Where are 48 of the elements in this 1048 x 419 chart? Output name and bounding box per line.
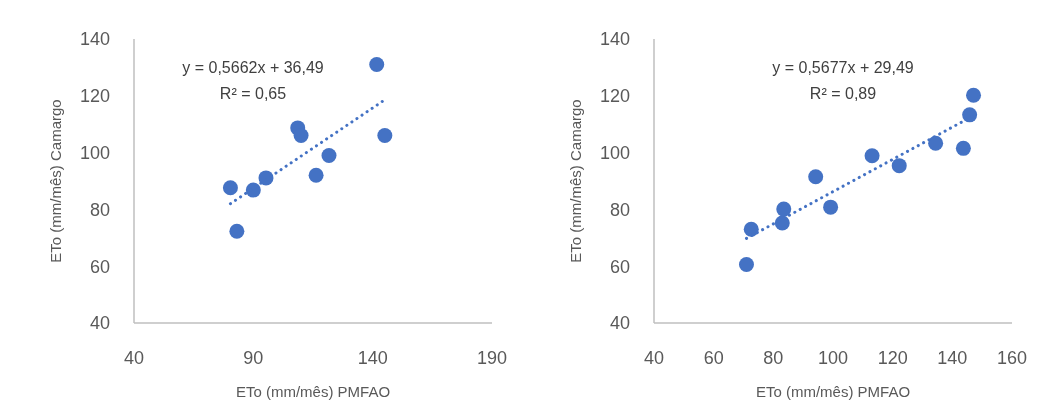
x-axis-title: ETo (mm/mês) PMFAO xyxy=(755,383,911,400)
x-tick-label: 140 xyxy=(357,347,388,368)
x-tick-label: 40 xyxy=(123,347,145,368)
y-axis-title: ETo (mm/mês) Camargo xyxy=(567,99,585,263)
y-tick-label: 140 xyxy=(599,29,630,50)
x-tick-label: 120 xyxy=(877,347,908,368)
y-tick-label: 120 xyxy=(599,86,630,107)
point xyxy=(808,169,824,185)
y-tick-label: 40 xyxy=(89,313,110,334)
point xyxy=(321,147,337,163)
x-tick-label: 60 xyxy=(703,347,724,368)
y-axis-title: ETo (mm/mês) Camargo xyxy=(47,99,65,263)
y-tick-label: 140 xyxy=(79,29,110,50)
point xyxy=(369,57,385,73)
y-tick-label: 100 xyxy=(599,142,630,163)
x-tick-label: 140 xyxy=(937,347,968,368)
point xyxy=(928,135,944,151)
y-tick-label: 60 xyxy=(89,256,110,277)
point xyxy=(308,167,324,183)
y-tick-label: 100 xyxy=(79,142,110,163)
point xyxy=(738,257,754,272)
point xyxy=(955,140,971,156)
point xyxy=(293,128,309,144)
point xyxy=(229,223,245,239)
y-tick-label: 80 xyxy=(89,199,110,220)
point xyxy=(823,199,839,215)
point xyxy=(743,221,759,237)
point xyxy=(776,201,792,217)
y-tick-label: 80 xyxy=(609,199,630,220)
annotation: R² = 0,89 xyxy=(808,84,878,104)
y-tick-label: 120 xyxy=(79,86,110,107)
x-tick-label: 80 xyxy=(763,347,784,368)
x-tick-label: 160 xyxy=(996,347,1028,368)
annotation: y = 0,5662x + 36,49 xyxy=(181,58,325,78)
x-axis-title: ETo (mm/mês) PMFAO xyxy=(235,383,391,400)
x-tick-label: 190 xyxy=(476,347,508,368)
annotation: R² = 0,65 xyxy=(219,85,287,102)
point xyxy=(377,128,393,144)
point xyxy=(891,158,907,174)
y-tick-label: 40 xyxy=(609,313,630,334)
y-tick-label: 60 xyxy=(609,256,630,277)
point xyxy=(864,148,880,164)
x-tick-label: 40 xyxy=(643,347,665,368)
point xyxy=(222,180,238,196)
point xyxy=(966,87,982,103)
annotation: y = 0,5677x + 29,49 xyxy=(771,58,915,78)
x-tick-label: 100 xyxy=(817,347,849,368)
x-tick-label: 90 xyxy=(243,347,264,368)
